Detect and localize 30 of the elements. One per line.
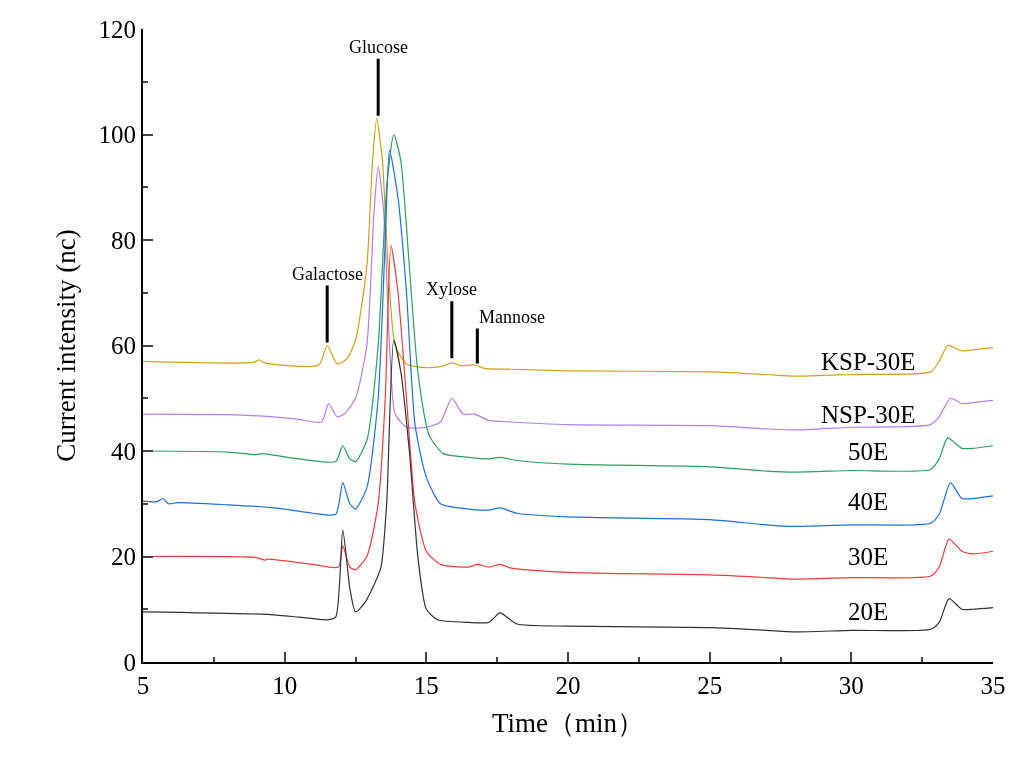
y-tick-label: 0 [123, 648, 136, 676]
y-axis-title: Current intensity (nc) [51, 229, 82, 462]
x-tick-label: 10 [272, 672, 298, 699]
line-series [143, 165, 993, 431]
series-label: KSP-30E [821, 348, 916, 375]
x-tick-label: 5 [136, 672, 150, 699]
y-tick-label: 80 [111, 226, 136, 254]
annotation: Xylose [426, 279, 477, 299]
x-axis-title: Time（min） [491, 707, 645, 738]
y-tick-label: 20 [111, 543, 136, 571]
series-label: 40E [848, 488, 889, 515]
y-tick-label: 120 [98, 15, 136, 43]
line-series [143, 149, 993, 528]
x-tick-label: 20 [555, 672, 581, 699]
x-tick-label: 30 [838, 672, 864, 699]
y-tick-label: 60 [111, 332, 136, 360]
annotation: Galactose [292, 264, 363, 284]
x-tick-label: 15 [413, 672, 439, 699]
series-label: 30E [848, 543, 889, 570]
annotation: Mannose [479, 307, 545, 327]
x-tick-label: 25 [697, 672, 723, 699]
series-label: 50E [848, 438, 889, 465]
x-tick-label: 35 [980, 672, 1006, 699]
series-label: 20E [848, 598, 889, 625]
y-tick-label: 40 [111, 437, 136, 465]
series-label: NSP-30E [821, 401, 916, 428]
y-tick-label: 100 [98, 121, 136, 149]
line-series [143, 118, 993, 377]
annotation: Glucose [349, 37, 408, 57]
line-series [143, 339, 993, 633]
